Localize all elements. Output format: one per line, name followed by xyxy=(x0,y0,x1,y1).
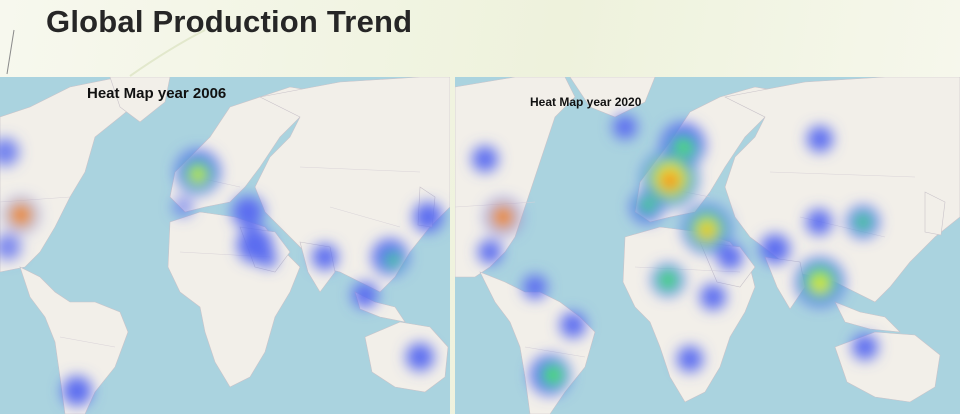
hotspot-western-north-america xyxy=(0,138,19,166)
hotspot-southern-south-america xyxy=(62,376,92,406)
heat-layer xyxy=(472,115,879,395)
hotspot-iberia xyxy=(173,197,193,217)
hotspot-iceland xyxy=(613,115,637,139)
hotspot-argentina xyxy=(530,355,570,395)
hotspot-southern-africa xyxy=(677,346,703,372)
hotspot-southern-us-border xyxy=(0,234,21,260)
hotspot-india xyxy=(760,234,790,264)
hotspot-northern-south-america xyxy=(523,275,547,299)
hotspot-western-europe xyxy=(176,150,220,194)
hotspot-southern-china xyxy=(372,239,408,275)
hotspot-eastern-mediterranean xyxy=(232,196,264,228)
map-caption-2006: Heat Map year 2006 xyxy=(87,85,227,102)
hotspot-siberia xyxy=(807,126,833,152)
hotspot-arabian-peninsula xyxy=(717,244,743,270)
heat-map-2020[interactable]: Heat Map year 2020 xyxy=(455,77,960,414)
hotspot-mexico xyxy=(478,240,502,264)
hotspot-eastern-australia xyxy=(406,343,434,371)
hotspot-west-africa xyxy=(652,264,684,296)
hotspot-middle-east xyxy=(683,205,731,253)
hotspot-eastern-australia xyxy=(852,334,878,360)
world-map xyxy=(0,77,450,414)
hotspot-us-gulf-coast xyxy=(485,199,521,235)
hotspot-western-north-america xyxy=(472,146,498,172)
hotspot-korea-japan xyxy=(847,206,879,238)
hotspot-china-north xyxy=(806,209,832,235)
hotspot-western-europe xyxy=(631,191,663,223)
hotspot-india xyxy=(312,244,338,270)
map-caption-2020: Heat Map year 2020 xyxy=(530,95,642,109)
hotspot-japan xyxy=(413,202,443,232)
hotspot-southeast-asia xyxy=(352,282,378,308)
hotspot-central-europe xyxy=(642,151,698,207)
heat-layer xyxy=(0,138,443,406)
hotspot-southern-china xyxy=(796,258,844,306)
heat-map-2006[interactable]: Heat Map year 2006 xyxy=(0,77,450,414)
hotspot-east-africa xyxy=(700,284,726,310)
page-title: Global Production Trend xyxy=(46,4,413,39)
hotspot-us-gulf-coast xyxy=(4,198,38,232)
hotspot-arabian-peninsula xyxy=(237,227,277,268)
world-map xyxy=(455,77,960,414)
hotspot-brazil xyxy=(560,312,586,338)
